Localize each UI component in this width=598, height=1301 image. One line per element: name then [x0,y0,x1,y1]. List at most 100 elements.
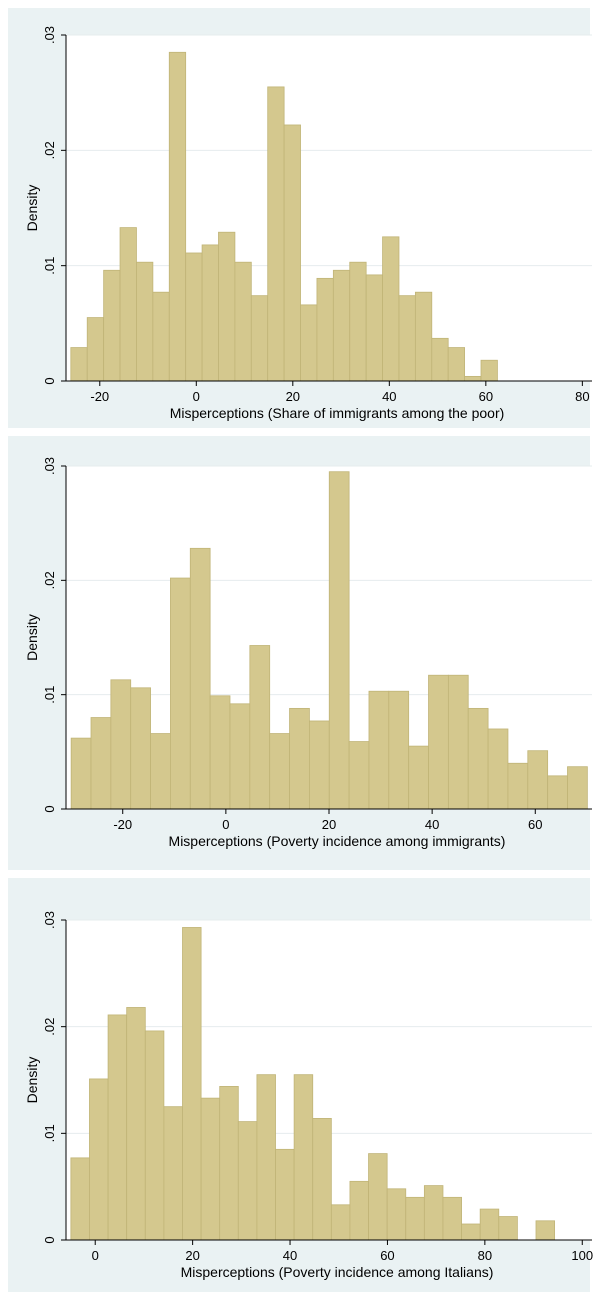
x-tick-label: 60 [380,1248,394,1263]
chart-panel-2: 0 .01 .02 .03 -20 0 20 40 60 Misperceptions (Pove… [8,436,592,870]
x-tick-label: 0 [92,1248,99,1263]
y-tick-label: .02 [42,571,57,589]
histogram-bar [447,674,469,810]
histogram-bar [150,733,171,810]
histogram-bar [89,1078,109,1241]
histogram-bar [382,236,400,382]
histogram-bar [70,737,92,810]
histogram-bar [182,927,202,1241]
histogram-bar [312,1118,332,1241]
y-tick-label: .03 [42,26,57,44]
histogram-bar [293,1074,314,1241]
chart-panel-3: 0 .01 .02 .03 0 20 40 60 80 100 Misperceptions (Po… [8,878,593,1292]
histogram-bar [229,703,251,810]
y-tick-label: .03 [42,911,57,929]
histogram-bar [487,728,509,810]
histogram-bar [467,707,489,810]
x-tick-label: 40 [382,389,396,404]
histogram-bar [368,1153,388,1241]
y-axis-title: Density [24,185,40,232]
x-tick-label: 100 [571,1248,593,1263]
histogram-bar [408,745,429,810]
histogram-bar [464,375,482,382]
histogram-bar [144,1030,165,1241]
histogram-bar [348,741,370,810]
x-tick-label: 80 [575,389,589,404]
histogram-bar [447,347,466,382]
x-tick-label: 40 [283,1248,297,1263]
y-axis-title: Density [24,1057,40,1104]
histogram-bar [316,277,334,382]
x-tick-label: 60 [528,817,542,832]
x-tick-label: 40 [425,817,439,832]
histogram-bar [283,124,301,382]
histogram-bar [309,720,330,810]
histogram-bar [219,1086,239,1241]
histogram-bar [189,547,211,810]
histogram-bar [428,674,449,810]
histogram-bar [498,1216,518,1241]
x-tick-label: 60 [479,389,493,404]
histogram-bar [300,304,318,382]
histogram-bar [70,347,88,382]
histogram-bar [328,471,350,810]
y-tick-label: 0 [42,1236,57,1243]
histogram-bar [209,695,231,810]
histogram-bar [547,775,568,810]
y-tick-label: .02 [42,1018,57,1036]
histogram-bar [256,1074,276,1241]
histogram-bar [461,1223,481,1241]
histogram-bar [527,750,549,810]
histogram-bar [398,295,416,382]
x-tick-label: 20 [185,1248,199,1263]
histogram-bar [289,707,310,810]
y-tick-label: .01 [42,686,57,704]
x-tick-label: 0 [193,389,200,404]
histogram-bar [567,766,588,810]
histogram-bar [201,244,219,382]
histogram-bar [130,687,151,810]
histogram-bar [103,269,121,382]
histogram-bar [388,690,410,810]
histogram-bar [168,51,187,382]
histogram-bar [480,359,498,382]
histogram-bar [535,1220,555,1241]
y-tick-label: 0 [42,377,57,384]
y-axis-title: Density [24,614,40,661]
histogram-bar [431,337,449,382]
x-tick-label: 0 [222,817,229,832]
y-tick-label: .03 [42,457,57,475]
x-axis-title: Misperceptions (Poverty incidence among … [181,1264,494,1280]
histogram-bar [365,274,383,382]
histogram-bar [110,679,132,810]
histogram-bar [70,1157,90,1241]
histogram-bar [332,269,351,382]
histogram-bar [237,1121,258,1241]
histogram-bar [368,690,390,810]
y-tick-label: .01 [42,1124,57,1142]
histogram-bar [107,1014,128,1241]
histogram-bar [507,762,529,810]
histogram-bar [86,317,105,382]
histogram-bar [218,231,236,382]
histogram-bar [275,1148,295,1241]
histogram-bar [479,1208,500,1241]
x-tick-label: -20 [90,389,109,404]
x-tick-label: 80 [478,1248,492,1263]
histogram-bar [249,645,271,810]
histogram-bar [442,1196,462,1241]
histogram-bar [126,1007,146,1241]
y-tick-label: 0 [42,805,57,812]
histogram-bar [170,577,191,810]
chart-panel-1: 0 .01 .02 .03 -20 0 20 40 60 80 Misperceptions (Sh… [8,8,592,428]
histogram-bar [90,717,112,810]
y-tick-label: .02 [42,141,57,159]
histogram-bar [119,227,137,382]
histogram-bar [414,291,433,382]
histogram-bar [269,733,290,810]
histogram-bar [152,291,170,382]
histogram-bar [234,261,252,382]
histogram-bar [136,261,154,382]
histogram-bar [423,1185,444,1241]
